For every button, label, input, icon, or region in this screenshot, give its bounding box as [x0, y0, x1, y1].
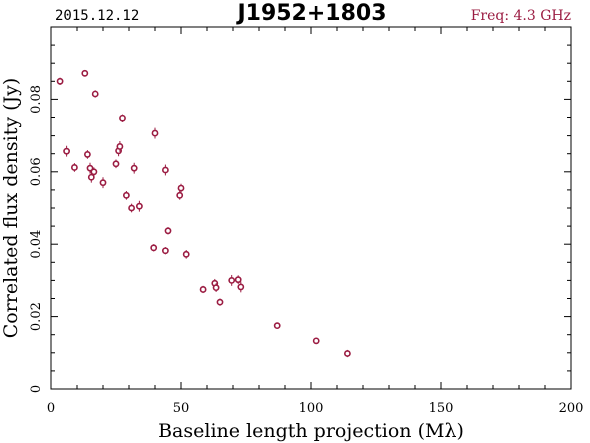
data-point	[237, 283, 245, 291]
y-tick-label: 0.06	[29, 157, 44, 186]
data-point	[212, 284, 220, 292]
data-point	[87, 173, 95, 181]
data-point	[123, 191, 130, 199]
data-point	[151, 129, 159, 137]
data-point	[119, 114, 126, 122]
x-tick-label: 0	[47, 401, 55, 416]
x-axis-label: Baseline length projection (Mλ)	[158, 420, 464, 442]
data-point	[273, 322, 281, 330]
data-point	[86, 164, 94, 172]
data-point	[199, 286, 207, 293]
data-point	[182, 250, 190, 258]
data-point	[84, 151, 91, 158]
data-point	[176, 191, 184, 199]
data-point	[81, 69, 89, 77]
x-tick-label: 100	[299, 401, 324, 416]
data-point	[234, 276, 242, 284]
axis-ticks	[50, 27, 572, 390]
data-point	[71, 164, 78, 171]
x-tick-label: 150	[429, 401, 454, 416]
data-point	[216, 298, 224, 306]
x-tick-label: 200	[559, 401, 584, 416]
data-point	[312, 337, 320, 345]
y-axis-label: Correlated flux density (Jy)	[0, 78, 22, 339]
data-point	[56, 77, 64, 85]
axis-tick-labels: 0 50 100 150 200 0 0.02 0.04 0.06 0.08	[29, 85, 583, 416]
data-point	[128, 204, 135, 212]
y-tick-label: 0.04	[29, 230, 44, 259]
data-point	[161, 166, 169, 174]
data-point	[91, 90, 99, 98]
y-tick-label: 0.08	[29, 85, 44, 114]
x-tick-label: 50	[173, 401, 190, 416]
data-point	[150, 244, 158, 252]
data-point	[135, 202, 143, 210]
data-point	[116, 143, 124, 150]
data-point	[177, 184, 185, 192]
data-point	[343, 350, 351, 357]
frequency-label: Freq: 4.3 GHz	[471, 8, 571, 24]
chart-title: J1952+1803	[235, 1, 386, 26]
data-point	[164, 227, 172, 235]
data-point	[130, 164, 138, 172]
y-tick-label: 0.02	[29, 302, 44, 331]
data-point	[90, 168, 98, 176]
y-tick-label: 0	[29, 385, 44, 393]
observation-date: 2015.12.12	[55, 8, 139, 24]
data-point	[161, 247, 169, 255]
data-point	[112, 160, 120, 168]
data-point	[228, 276, 236, 284]
data-point	[99, 179, 107, 187]
data-points	[56, 69, 351, 358]
data-point	[63, 147, 70, 155]
